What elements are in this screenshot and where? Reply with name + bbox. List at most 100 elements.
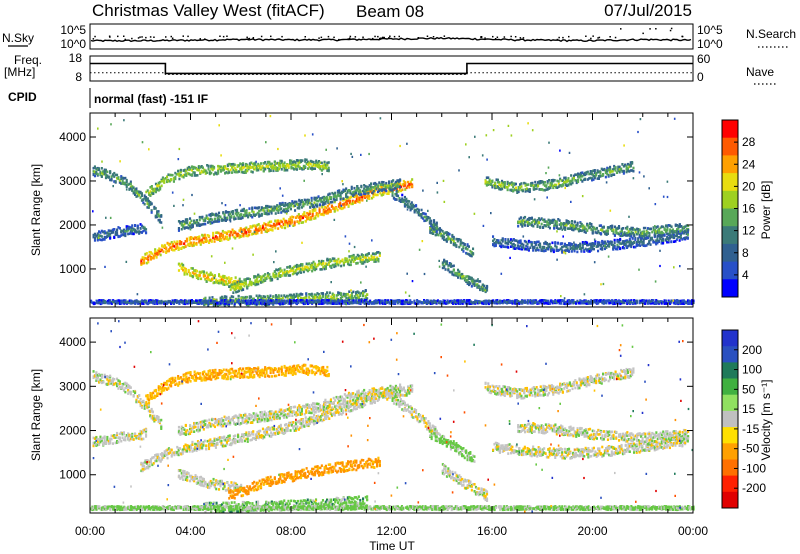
scatter-cell <box>355 198 358 201</box>
scatter-cell <box>174 171 177 175</box>
scatter-cell <box>242 288 245 291</box>
noise-right-label: N.Search <box>746 27 796 41</box>
scatter-cell <box>561 222 564 226</box>
scatter-cell <box>630 235 633 238</box>
scatter-cell <box>326 161 329 165</box>
scatter-cell <box>275 221 278 224</box>
noise-search-dot <box>562 36 564 39</box>
scatter-cell <box>594 242 597 245</box>
scatter-cell <box>447 232 450 236</box>
scatter-cell <box>284 219 287 223</box>
scatter-cell <box>193 272 196 276</box>
scatter-cell <box>260 229 263 232</box>
scatter-cell <box>435 226 438 230</box>
scatter-cell <box>229 212 232 216</box>
scatter-cell <box>208 213 211 217</box>
noise-search-dot <box>380 37 382 39</box>
scatter-cell <box>250 280 253 284</box>
scatter-cell <box>635 241 638 244</box>
scatter-cell <box>590 228 593 231</box>
scatter-cell <box>423 219 426 223</box>
scatter-cell <box>248 233 251 237</box>
scatter-cell <box>250 170 253 173</box>
scatter-cell <box>579 244 582 248</box>
scatter-cell <box>653 232 656 235</box>
scatter-cell <box>609 169 612 172</box>
scatter-cell <box>336 194 339 197</box>
scatter-cell <box>537 248 540 252</box>
scatter-cell <box>216 237 219 240</box>
scatter-cell <box>357 192 360 196</box>
scatter-cell <box>581 171 584 174</box>
scatter-cell <box>217 231 220 235</box>
scatter-cell <box>451 270 454 274</box>
scatter-cell <box>315 213 318 216</box>
scatter-cell <box>655 231 658 235</box>
scatter-cell <box>267 221 270 225</box>
scatter-cell <box>323 197 326 200</box>
scatter-cell <box>332 206 335 210</box>
scatter-cell <box>291 166 294 170</box>
scatter-cell <box>248 162 251 165</box>
scatter-cell <box>235 285 238 288</box>
scatter-cell <box>243 281 246 285</box>
scatter-cell <box>238 277 241 281</box>
scatter-cell <box>360 261 363 264</box>
scatter-cell <box>403 202 406 206</box>
scatter-cell <box>295 272 298 276</box>
scatter-cell <box>198 270 201 274</box>
scatter-cell <box>140 258 143 262</box>
noise-search-dot <box>642 32 644 35</box>
scatter-cell <box>501 237 504 241</box>
scatter-cell <box>548 187 551 190</box>
scatter-cell <box>201 166 204 169</box>
scatter-cell <box>193 219 196 223</box>
scatter-cell <box>554 219 557 223</box>
scatter-cell <box>626 234 629 237</box>
scatter-cell <box>585 171 588 174</box>
scatter-cell <box>205 236 208 240</box>
scatter-cell <box>226 171 229 175</box>
noise-search-dot <box>556 38 559 41</box>
scatter-cell <box>148 191 151 195</box>
scatter-cell <box>301 159 304 162</box>
scatter-cell <box>103 232 106 235</box>
scatter-cell <box>206 239 209 243</box>
scatter-cell <box>253 162 256 165</box>
scatter-cell <box>521 189 524 192</box>
scatter-cell <box>681 226 684 230</box>
scatter-cell <box>259 227 262 231</box>
scatter-cell <box>312 163 315 166</box>
scatter-cell <box>290 218 293 222</box>
scatter-cell <box>304 267 307 271</box>
noise-search-dot <box>432 36 435 38</box>
scatter-cell <box>166 241 169 245</box>
scatter-cell <box>548 226 551 230</box>
scatter-cell <box>262 274 265 278</box>
scatter-cell <box>216 281 219 285</box>
scatter-cell <box>655 242 658 246</box>
scatter-cell <box>537 181 540 184</box>
scatter-cell <box>125 229 128 233</box>
scatter-cell <box>257 164 260 168</box>
scatter-cell <box>372 189 375 193</box>
scatter-cell <box>457 273 460 277</box>
scatter-cell <box>283 271 286 274</box>
scatter-cell <box>113 236 116 239</box>
scatter-cell <box>308 212 311 216</box>
scatter-cell <box>275 274 278 278</box>
scatter-cell <box>618 226 621 230</box>
scatter-cell <box>630 233 633 236</box>
scatter-cell <box>100 238 103 242</box>
scatter-cell <box>225 235 228 239</box>
scatter-cell <box>231 281 234 284</box>
scatter-cell <box>556 179 559 183</box>
scatter-cell <box>612 243 615 247</box>
scatter-cell <box>550 221 553 224</box>
scatter-cell <box>302 296 305 300</box>
scatter-cell <box>617 165 620 169</box>
scatter-cell <box>232 291 235 294</box>
scatter-cell <box>312 267 315 271</box>
scatter-cell <box>254 228 257 231</box>
scatter-cell <box>317 214 320 218</box>
